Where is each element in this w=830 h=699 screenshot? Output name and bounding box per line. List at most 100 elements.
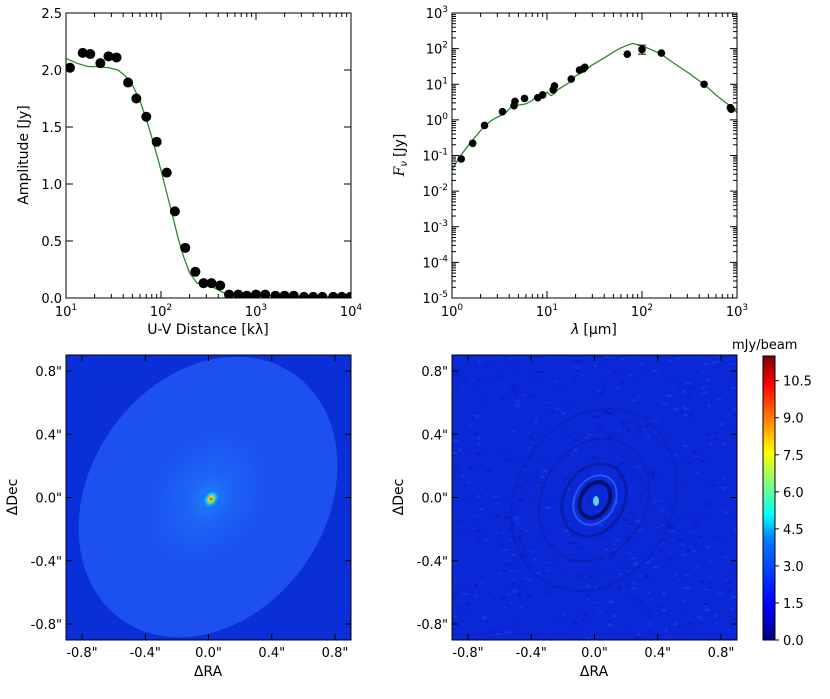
residual-noise-speck bbox=[463, 588, 468, 591]
residual-noise-speck bbox=[492, 563, 497, 565]
residual-noise-speck bbox=[473, 584, 479, 588]
residual-image-ytick-label: -0.4" bbox=[417, 555, 448, 570]
residual-noise-speck bbox=[709, 575, 714, 578]
residual-noise-speck bbox=[732, 408, 737, 410]
residual-noise-speck bbox=[733, 528, 737, 531]
residual-noise-speck bbox=[563, 410, 566, 413]
residual-noise-speck bbox=[621, 358, 624, 361]
residual-noise-speck bbox=[724, 511, 729, 514]
residual-noise-speck bbox=[709, 441, 713, 445]
residual-noise-speck bbox=[474, 432, 479, 435]
residual-noise-speck bbox=[562, 613, 566, 616]
visibility-point bbox=[224, 289, 235, 298]
residual-image-xtick-label: -0.4" bbox=[516, 646, 547, 661]
residual-noise-speck bbox=[550, 412, 555, 414]
residual-noise-speck bbox=[631, 597, 637, 599]
residual-noise-speck bbox=[629, 523, 634, 526]
residual-noise-speck bbox=[485, 494, 488, 498]
residual-noise-speck bbox=[463, 377, 468, 380]
residual-ring-middle bbox=[537, 437, 651, 563]
residual-noise-speck bbox=[493, 485, 498, 487]
residual-image-area bbox=[452, 355, 737, 640]
residual-noise-speck bbox=[641, 374, 646, 376]
residual-noise-speck bbox=[692, 531, 695, 534]
residual-noise-speck bbox=[657, 400, 664, 402]
sed-point bbox=[498, 107, 507, 116]
residual-noise-speck bbox=[614, 502, 620, 505]
sed-model-line bbox=[452, 42, 737, 171]
residual-noise-speck bbox=[729, 608, 734, 611]
visibility-xtick-label: 101 bbox=[55, 303, 77, 320]
residual-noise-speck bbox=[495, 377, 502, 379]
residual-noise-speck bbox=[616, 386, 620, 390]
residual-noise-speck bbox=[501, 449, 506, 451]
residual-noise-speck bbox=[631, 377, 636, 380]
residual-noise-speck bbox=[585, 585, 591, 588]
visibility-point bbox=[77, 47, 88, 58]
residual-noise-speck bbox=[659, 606, 663, 608]
residual-noise-speck bbox=[656, 492, 659, 494]
residual-noise-speck bbox=[490, 447, 493, 449]
residual-noise-speck bbox=[707, 404, 711, 408]
residual-noise-speck bbox=[542, 469, 549, 473]
residual-noise-speck bbox=[567, 435, 572, 438]
residual-noise-speck bbox=[682, 390, 687, 393]
residual-noise-speck bbox=[683, 406, 690, 409]
sed-plot-area bbox=[452, 42, 737, 171]
residual-noise-speck bbox=[703, 362, 709, 365]
residual-noise-speck bbox=[668, 558, 673, 561]
visibility-point bbox=[111, 52, 122, 63]
residual-ring-inner bbox=[560, 462, 628, 538]
model-core bbox=[200, 487, 222, 511]
visibility-plot-area bbox=[66, 47, 351, 298]
residual-noise-speck bbox=[588, 499, 591, 502]
residual-noise-speck bbox=[605, 569, 610, 571]
residual-noise-speck bbox=[609, 619, 612, 623]
residual-noise-speck bbox=[511, 589, 518, 593]
residual-noise-speck bbox=[485, 364, 490, 367]
residual-noise-speck bbox=[505, 563, 508, 566]
residual-ring-outer bbox=[510, 407, 678, 593]
visibility-ytick-label: 0.5 bbox=[41, 235, 62, 250]
sed-ytick-label: 102 bbox=[426, 41, 448, 58]
residual-noise-speck bbox=[501, 596, 507, 600]
visibility-xtick-label: 102 bbox=[150, 303, 172, 320]
residual-noise-speck bbox=[711, 484, 717, 487]
residual-noise-speck bbox=[587, 433, 592, 437]
residual-noise-speck bbox=[484, 403, 488, 405]
residual-image-ylabel: ΔDec bbox=[391, 479, 407, 516]
residual-noise-speck bbox=[521, 526, 524, 530]
residual-noise-speck bbox=[461, 386, 465, 388]
residual-noise-speck bbox=[561, 482, 565, 484]
residual-noise-speck bbox=[658, 549, 664, 552]
residual-noise-speck bbox=[639, 494, 643, 497]
visibility-point bbox=[260, 289, 271, 298]
residual-noise-speck bbox=[519, 606, 523, 609]
visibility-point bbox=[190, 266, 201, 277]
residual-noise-speck bbox=[593, 364, 597, 368]
residual-noise-speck bbox=[602, 410, 609, 414]
residual-noise-speck bbox=[653, 500, 657, 503]
residual-noise-speck bbox=[731, 596, 737, 599]
residual-noise-speck bbox=[683, 407, 689, 410]
residual-noise-speck bbox=[583, 613, 589, 617]
residual-noise-speck bbox=[584, 481, 591, 484]
residual-noise-speck bbox=[534, 480, 538, 483]
residual-image-panel: -0.8" -0.4" 0.0" 0.4" 0.8" 0.8" 0.4" 0.0" -0.4" -… bbox=[391, 354, 738, 680]
residual-noise-speck bbox=[594, 586, 598, 589]
visibility-panel: 101 102 103 104 0.0 0.5 1.0 1.5 2.0 2.5 U-V Dista… bbox=[16, 7, 362, 338]
residual-noise-speck bbox=[581, 632, 585, 634]
residual-image-xlabel: ΔRA bbox=[580, 664, 609, 680]
visibility-point bbox=[161, 167, 172, 178]
residual-noise-speck bbox=[640, 626, 643, 628]
residual-noise-speck bbox=[577, 574, 583, 577]
residual-noise-speck bbox=[534, 526, 540, 528]
residual-noise-speck bbox=[453, 439, 459, 442]
residual-noise-speck bbox=[488, 630, 491, 633]
residual-noise-speck bbox=[728, 363, 734, 365]
residual-noise-speck bbox=[704, 588, 711, 591]
colorbar-tick-label: 7.5 bbox=[783, 449, 804, 464]
sed-ytick-label: 10-4 bbox=[422, 254, 448, 271]
visibility-point bbox=[169, 206, 180, 217]
residual-noise-speck bbox=[598, 524, 604, 527]
